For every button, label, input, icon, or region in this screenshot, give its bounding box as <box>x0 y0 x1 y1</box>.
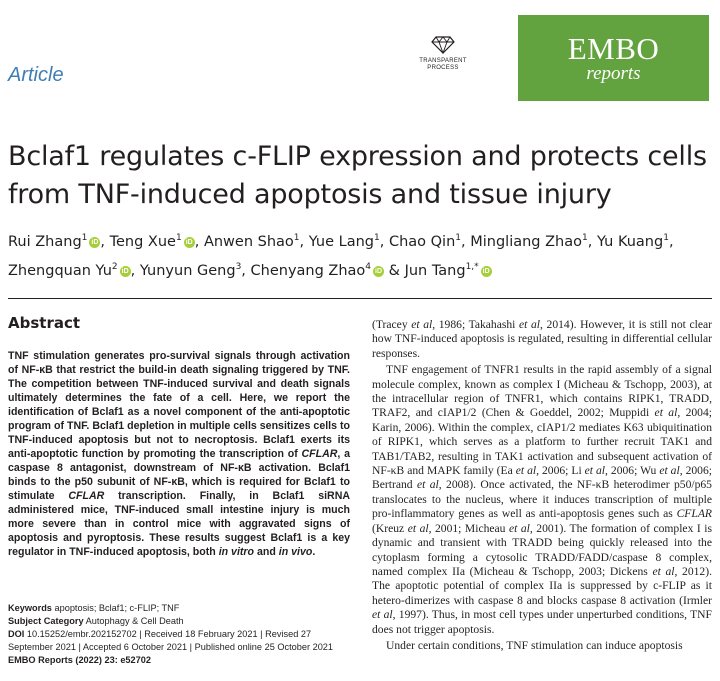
orcid-icon[interactable]: iD <box>119 265 131 277</box>
author-affiliation: 3 <box>235 261 242 272</box>
author-affiliation: 1 <box>582 233 588 243</box>
subject-value: Autophagy & Cell Death <box>85 616 184 626</box>
transparent-label: TRANSPARENT <box>419 58 467 64</box>
author: Yue Lang1 <box>308 233 380 250</box>
doi-row: DOI 10.15252/embr.202152702 | Received 1… <box>8 628 353 654</box>
author-list: Rui Zhang1 iD, Teng Xue1 iD, Anwen Shao1, … <box>8 233 674 279</box>
body-paragraph: (Tracey et al, 1986; Takahashi et al, 20… <box>372 318 712 360</box>
author-name: Yunyun Geng <box>139 262 236 279</box>
author: Mingliang Zhao1 <box>470 233 588 250</box>
author-name: Teng Xue <box>109 233 176 250</box>
author: Zhengquan Yu2 iD <box>8 261 131 279</box>
diamond-icon <box>431 36 455 54</box>
journal-logo[interactable]: EMBO reports <box>518 15 709 101</box>
author-affiliation: 1 <box>374 233 380 243</box>
author-name: Yue Lang <box>308 233 375 250</box>
keywords-value: apoptosis; Bclaf1; c-FLIP; TNF <box>54 603 180 613</box>
author: Jun Tang1,* iD <box>404 261 492 279</box>
article-metadata: Keywords apoptosis; Bclaf1; c-FLIP; TNF … <box>8 602 353 667</box>
author-name: Chenyang Zhao <box>250 262 366 279</box>
author: Teng Xue1 iD <box>109 233 195 250</box>
author: Chao Qin1 <box>388 233 462 250</box>
body-paragraph: Under certain conditions, TNF stimulatio… <box>386 638 683 652</box>
author: Anwen Shao1 <box>203 233 300 250</box>
keywords-label: Keywords <box>8 603 52 613</box>
keywords-row: Keywords apoptosis; Bclaf1; c-FLIP; TNF <box>8 602 353 615</box>
body-text-column: (Tracey et al, 1986; Takahashi et al, 20… <box>372 318 712 653</box>
author-affiliation: 1 <box>293 233 300 243</box>
subject-row: Subject Category Autophagy & Cell Death <box>8 615 353 628</box>
doi-value[interactable]: 10.15252/embr.202152702 | Received 18 Fe… <box>8 629 334 652</box>
author-name: Zhengquan Yu <box>8 262 112 279</box>
author-affiliation: 1 <box>175 233 182 243</box>
body-paragraph: TNF engagement of TNFR1 results in the r… <box>372 363 713 636</box>
author: Yunyun Geng3 <box>139 261 242 279</box>
article-title: Bclaf1 regulates c-FLIP expression and p… <box>8 141 707 210</box>
article-type-label: Article <box>8 64 64 86</box>
author-name: Rui Zhang <box>8 233 82 250</box>
author-affiliation: 1 <box>663 233 669 243</box>
orcid-icon[interactable]: iD <box>373 265 385 277</box>
journal-name: EMBO <box>567 31 660 66</box>
journal-subtitle: reports <box>586 63 641 84</box>
author: Yu Kuang1 <box>596 233 669 250</box>
section-divider <box>8 298 712 299</box>
author-name: Jun Tang <box>404 262 466 279</box>
process-label: PROCESS <box>427 65 459 71</box>
abstract-heading: Abstract <box>8 314 81 332</box>
orcid-icon[interactable]: iD <box>183 236 195 248</box>
subject-label: Subject Category <box>8 616 84 626</box>
author-name: Anwen Shao <box>203 233 294 250</box>
journal-reference: EMBO Reports (2022) 23: e52702 <box>8 655 151 665</box>
author-name: Yu Kuang <box>596 233 664 250</box>
author: Rui Zhang1 iD <box>8 233 101 250</box>
orcid-icon[interactable]: iD <box>89 236 101 248</box>
author-affiliation: 1 <box>455 233 462 243</box>
author-name: Mingliang Zhao <box>470 233 582 250</box>
author-affiliation: 2 <box>111 261 118 272</box>
doi-label: DOI <box>8 629 25 639</box>
abstract-text: TNF stimulation generates pro-survival s… <box>8 350 351 558</box>
transparent-process-logo[interactable]: TRANSPARENT PROCESS <box>414 36 472 72</box>
author-affiliation: 4 <box>365 261 372 272</box>
author-name: Chao Qin <box>388 233 456 250</box>
orcid-icon[interactable]: iD <box>480 265 492 277</box>
author-affiliation: 1 <box>81 233 88 243</box>
author: Chenyang Zhao4 iD <box>250 261 385 279</box>
author-affiliation: 1,* <box>465 261 479 272</box>
